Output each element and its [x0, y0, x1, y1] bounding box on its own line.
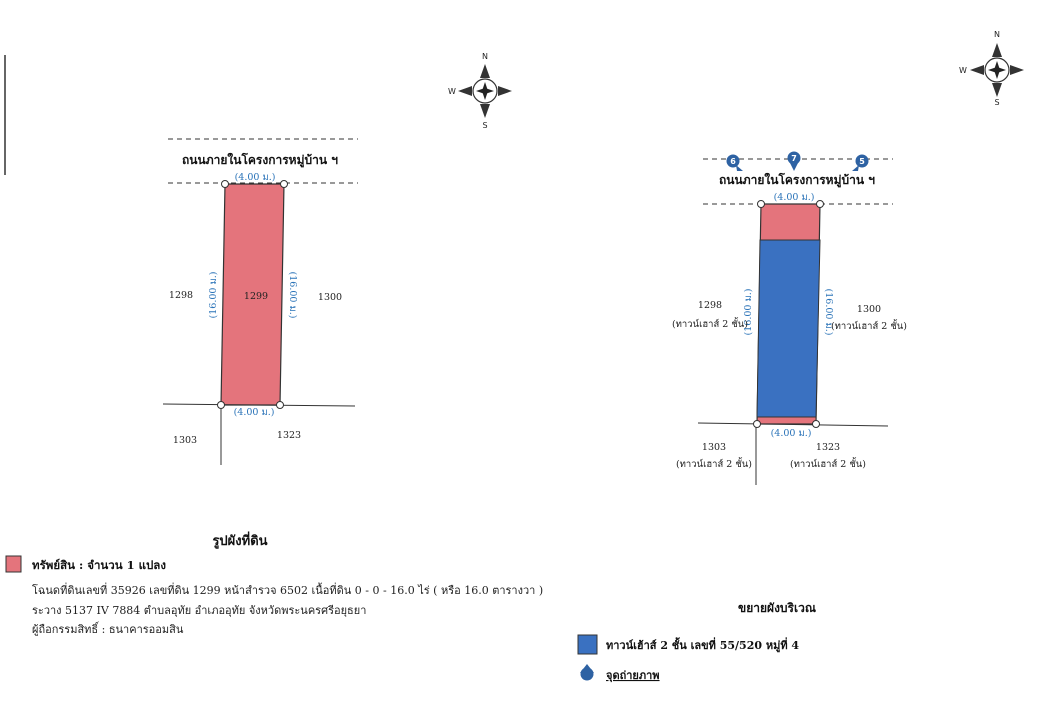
- neighbor-east: 1300: [318, 292, 342, 303]
- dimension-bottom: (4.00 ม.): [234, 407, 275, 418]
- neighbor-southeast: 1323: [277, 430, 301, 441]
- boundary-marker: [816, 200, 824, 208]
- dimension-bottom: (4.00 ม.): [771, 428, 812, 439]
- compass-north-label: N: [482, 52, 488, 61]
- neighbor-east-type: (ทาวน์เฮาส์ 2 ชั้น): [831, 319, 907, 332]
- boundary-marker: [276, 401, 284, 409]
- dimension-top: (4.00 ม.): [235, 172, 276, 183]
- asset-label: ทรัพย์สิน : จำนวน 1 แปลง: [32, 558, 166, 572]
- dimension-top: (4.00 ม.): [774, 192, 815, 203]
- boundary-marker: [757, 200, 765, 208]
- legend-townhouse-label: ทาวน์เฮ้าส์ 2 ชั้น เลขที่ 55/520 หมู่ที่…: [606, 637, 799, 653]
- legend-townhouse-swatch: [577, 634, 598, 655]
- neighbor-southwest: 1303: [702, 442, 726, 453]
- road-label: ถนนภายในโครงการหมู่บ้าน ฯ: [719, 172, 875, 188]
- right-site-plan: ถนนภายในโครงการหมู่บ้าน ฯ (4.00 ม.) 6 7 …: [672, 151, 907, 485]
- boundary-marker: [812, 420, 820, 428]
- boundary-line: [162, 403, 356, 407]
- boundary-line: [697, 422, 889, 427]
- townhouse-footprint: [756, 239, 821, 418]
- photo-point-icon: 7: [787, 151, 801, 171]
- vicinity-plan-title: ขยายผังบริเวณ: [738, 601, 816, 615]
- photo-point-icon: 6: [726, 154, 743, 171]
- compass-south-label: S: [994, 98, 999, 107]
- neighbor-southeast: 1323: [816, 442, 840, 453]
- neighbor-southwest-type: (ทาวน์เฮาส์ 2 ชั้น): [676, 457, 752, 470]
- site-plan-title: รูปผังที่ดิน: [212, 531, 267, 549]
- neighbor-southwest: 1303: [173, 435, 197, 446]
- neighbor-east: 1300: [857, 304, 881, 315]
- compass-rose-icon: N S W: [448, 52, 512, 130]
- boundary-marker: [753, 420, 761, 428]
- boundary-marker: [217, 401, 225, 409]
- photo-point-label: 7: [791, 154, 797, 163]
- boundary-marker: [221, 180, 229, 188]
- dimension-left: (16.00 ม.): [743, 289, 754, 336]
- legend-parcel-swatch: [5, 555, 22, 573]
- compass-west-label: W: [959, 66, 967, 75]
- photo-point-icon: 5: [852, 154, 869, 171]
- compass-rose-icon: N S W: [959, 30, 1024, 107]
- neighbor-west: 1298: [169, 290, 193, 301]
- location-details: ระวาง 5137 IV 7884 ตำบลอุทัย อำเภออุทัย …: [32, 604, 366, 617]
- compass-south-label: S: [482, 121, 487, 130]
- owner-details: ผู้ถือกรรมสิทธิ์ : ธนาคารออมสิน: [32, 621, 184, 636]
- compass-north-label: N: [994, 30, 1000, 39]
- boundary-marker: [280, 180, 288, 188]
- road-label: ถนนภายในโครงการหมู่บ้าน ฯ: [182, 152, 338, 168]
- neighbor-west: 1298: [698, 300, 722, 311]
- photo-point-icon: [580, 664, 594, 681]
- photo-point-label: 6: [730, 157, 736, 166]
- photo-point-label: 5: [859, 157, 865, 166]
- dimension-right: (16.00 ม.): [287, 272, 298, 319]
- left-site-plan: ถนนภายในโครงการหมู่บ้าน ฯ (4.00 ม.) (16.…: [162, 138, 358, 465]
- compass-west-label: W: [448, 87, 456, 96]
- neighbor-southeast-type: (ทาวน์เฮาส์ 2 ชั้น): [790, 457, 866, 470]
- legend-photo-label: จุดถ่ายภาพ: [606, 669, 660, 683]
- dimension-right: (16.00 ม.): [823, 289, 834, 336]
- deed-details: โฉนดที่ดินเลขที่ 35926 เลขที่ดิน 1299 หน…: [32, 582, 543, 597]
- parcel-number: 1299: [244, 291, 268, 302]
- neighbor-west-type: (ทาวน์เฮาส์ 2 ชั้น): [672, 317, 748, 330]
- dimension-left: (16.00 ม.): [208, 272, 219, 319]
